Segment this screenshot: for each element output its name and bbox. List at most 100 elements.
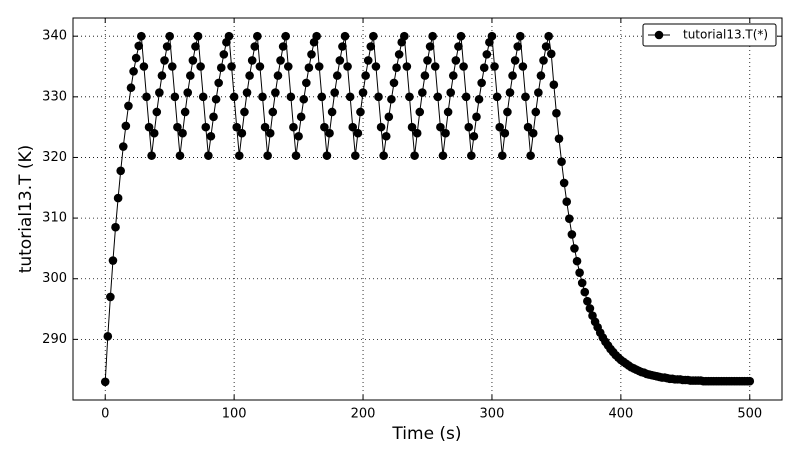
data-point (369, 31, 378, 41)
data-point (456, 31, 466, 41)
data-point (423, 56, 432, 65)
data-point (572, 256, 582, 266)
data-point (387, 94, 396, 104)
data-point (278, 42, 288, 51)
data-point (211, 94, 221, 104)
data-point (338, 42, 347, 51)
y-axis-label: tutorial13.T (K) (16, 145, 36, 274)
data-point (263, 151, 272, 160)
data-point (178, 128, 187, 138)
data-point (100, 377, 110, 387)
data-point (175, 151, 185, 160)
data-point (240, 107, 249, 117)
data-point (495, 122, 504, 132)
data-point (745, 376, 755, 386)
data-point (443, 107, 453, 117)
data-point (149, 128, 159, 138)
plot-frame (72, 17, 783, 401)
data-point (247, 56, 257, 65)
data-point (580, 287, 590, 297)
data-point (516, 31, 525, 41)
data-point (544, 31, 553, 41)
data-point (351, 151, 360, 160)
x-tick-label: 500 (737, 407, 762, 422)
data-point (467, 151, 476, 160)
data-point (116, 166, 125, 176)
data-point (224, 31, 234, 41)
data-point (541, 42, 551, 51)
data-point (583, 296, 592, 306)
data-point (276, 56, 285, 65)
data-point (526, 151, 535, 160)
data-point (180, 107, 190, 117)
data-point (585, 304, 595, 313)
data-point (415, 107, 425, 117)
data-point (113, 193, 123, 203)
data-point (479, 63, 489, 73)
data-point (418, 88, 427, 97)
data-point (433, 92, 443, 102)
data-point (186, 71, 195, 80)
data-point (283, 62, 293, 71)
data-point (518, 62, 528, 71)
data-point (394, 50, 404, 59)
data-point (410, 151, 419, 160)
y-tick-label: 310 (42, 211, 67, 226)
x-tick-label: 400 (608, 407, 633, 422)
data-point (265, 128, 275, 138)
y-tick-label: 300 (42, 271, 67, 286)
data-point (575, 268, 584, 277)
data-point (405, 92, 414, 102)
data-point (570, 244, 579, 253)
data-point (296, 112, 306, 122)
data-point (371, 62, 381, 71)
data-point (134, 41, 144, 51)
data-point (121, 121, 131, 131)
data-point (399, 31, 409, 41)
data-point (392, 63, 401, 73)
y-tick-label: 330 (42, 89, 67, 104)
data-point (204, 151, 213, 160)
data-point (379, 151, 388, 160)
data-point (209, 112, 218, 122)
data-point (521, 92, 530, 102)
data-point (193, 31, 203, 41)
data-point (477, 78, 486, 88)
data-point (384, 112, 394, 122)
data-point (201, 122, 211, 132)
data-point (124, 101, 133, 111)
data-point (191, 42, 200, 51)
data-point (144, 122, 154, 132)
data-point (232, 122, 242, 132)
data-point (454, 42, 463, 51)
data-point (126, 83, 136, 93)
data-point (242, 88, 252, 97)
data-point (554, 134, 564, 143)
data-point (438, 151, 448, 160)
data-point (170, 92, 180, 102)
data-point (577, 278, 587, 288)
data-point (332, 71, 342, 80)
data-point (219, 50, 229, 59)
data-point (111, 222, 120, 232)
data-point (412, 128, 422, 138)
y-tick-label: 340 (42, 29, 67, 44)
data-point (528, 128, 538, 138)
data-point (366, 42, 376, 51)
data-point (425, 42, 435, 51)
data-point (253, 31, 262, 41)
data-point (281, 31, 291, 41)
y-tick-label: 320 (42, 150, 67, 165)
x-tick-label: 0 (101, 407, 109, 422)
data-point (340, 31, 350, 41)
data-point (147, 151, 156, 160)
data-point (557, 157, 566, 167)
data-point (325, 128, 334, 138)
data-point (430, 62, 440, 71)
data-point (260, 122, 270, 132)
data-point (286, 92, 296, 102)
x-tick-label: 100 (222, 407, 247, 422)
data-point (381, 131, 391, 141)
data-point (320, 122, 329, 132)
